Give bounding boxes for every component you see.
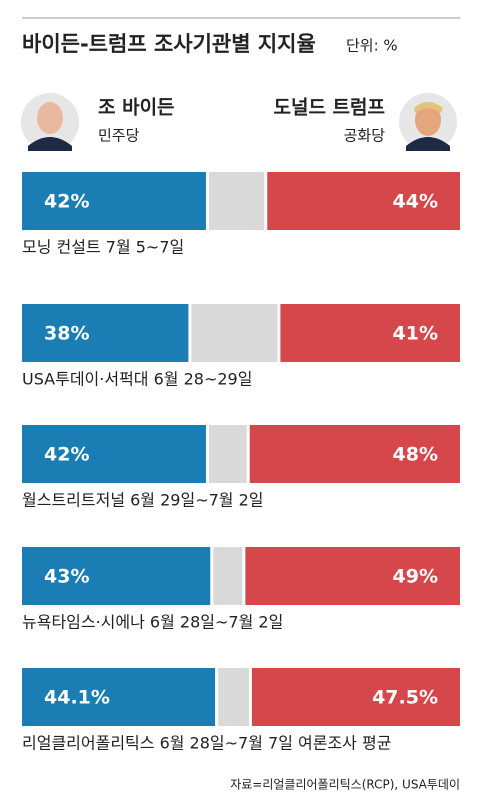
bar bbox=[267, 172, 460, 230]
chart-subtitle: 단위: % bbox=[346, 37, 398, 55]
data-label: 44.1% bbox=[44, 687, 110, 709]
gap bbox=[205, 425, 209, 483]
data-label: 38% bbox=[44, 323, 89, 345]
gap bbox=[188, 304, 192, 362]
data-label: 41% bbox=[393, 323, 438, 345]
biden-photo bbox=[21, 93, 79, 151]
category-label: USA투데이·서퍽대 6월 28~29일 bbox=[22, 370, 252, 389]
legend-name: 도널드 트럼프 bbox=[274, 97, 386, 119]
gap bbox=[277, 304, 281, 362]
data-label: 43% bbox=[44, 566, 89, 588]
gap bbox=[210, 547, 214, 605]
bar bbox=[22, 304, 189, 362]
data-label: 47.5% bbox=[372, 687, 438, 709]
data-label: 44% bbox=[393, 191, 438, 213]
data-label: 49% bbox=[393, 566, 438, 588]
bar bbox=[280, 304, 460, 362]
category-label: 월스트리트저널 6월 29일~7월 2일 bbox=[22, 491, 263, 510]
source-note: 자료=리얼클리어폴리틱스(RCP), USA투데이 bbox=[230, 778, 460, 792]
gap bbox=[205, 172, 209, 230]
gap bbox=[248, 668, 252, 726]
legend-party: 공화당 bbox=[344, 127, 386, 145]
bar bbox=[22, 172, 206, 230]
legend-party: 민주당 bbox=[98, 127, 140, 145]
bar bbox=[249, 425, 460, 483]
bar bbox=[22, 547, 211, 605]
gap bbox=[242, 547, 246, 605]
bar bbox=[22, 668, 216, 726]
gap bbox=[264, 172, 268, 230]
trump-photo bbox=[399, 93, 457, 151]
data-label: 42% bbox=[44, 444, 89, 466]
bar bbox=[245, 547, 460, 605]
chart-title: 바이든-트럼프 조사기관별 지지율 bbox=[22, 32, 316, 56]
category-label: 모닝 컨설트 7월 5~7일 bbox=[22, 238, 184, 257]
gap bbox=[215, 668, 219, 726]
data-label: 42% bbox=[44, 191, 89, 213]
category-label: 뉴욕타임스·시에나 6월 28일~7월 2일 bbox=[22, 613, 283, 632]
bar bbox=[251, 668, 460, 726]
bar bbox=[22, 425, 206, 483]
legend-name: 조 바이든 bbox=[98, 97, 175, 119]
gap bbox=[246, 425, 250, 483]
data-label: 48% bbox=[393, 444, 438, 466]
category-label: 리얼클리어폴리틱스 6월 28일~7월 7일 여론조사 평균 bbox=[22, 734, 391, 753]
